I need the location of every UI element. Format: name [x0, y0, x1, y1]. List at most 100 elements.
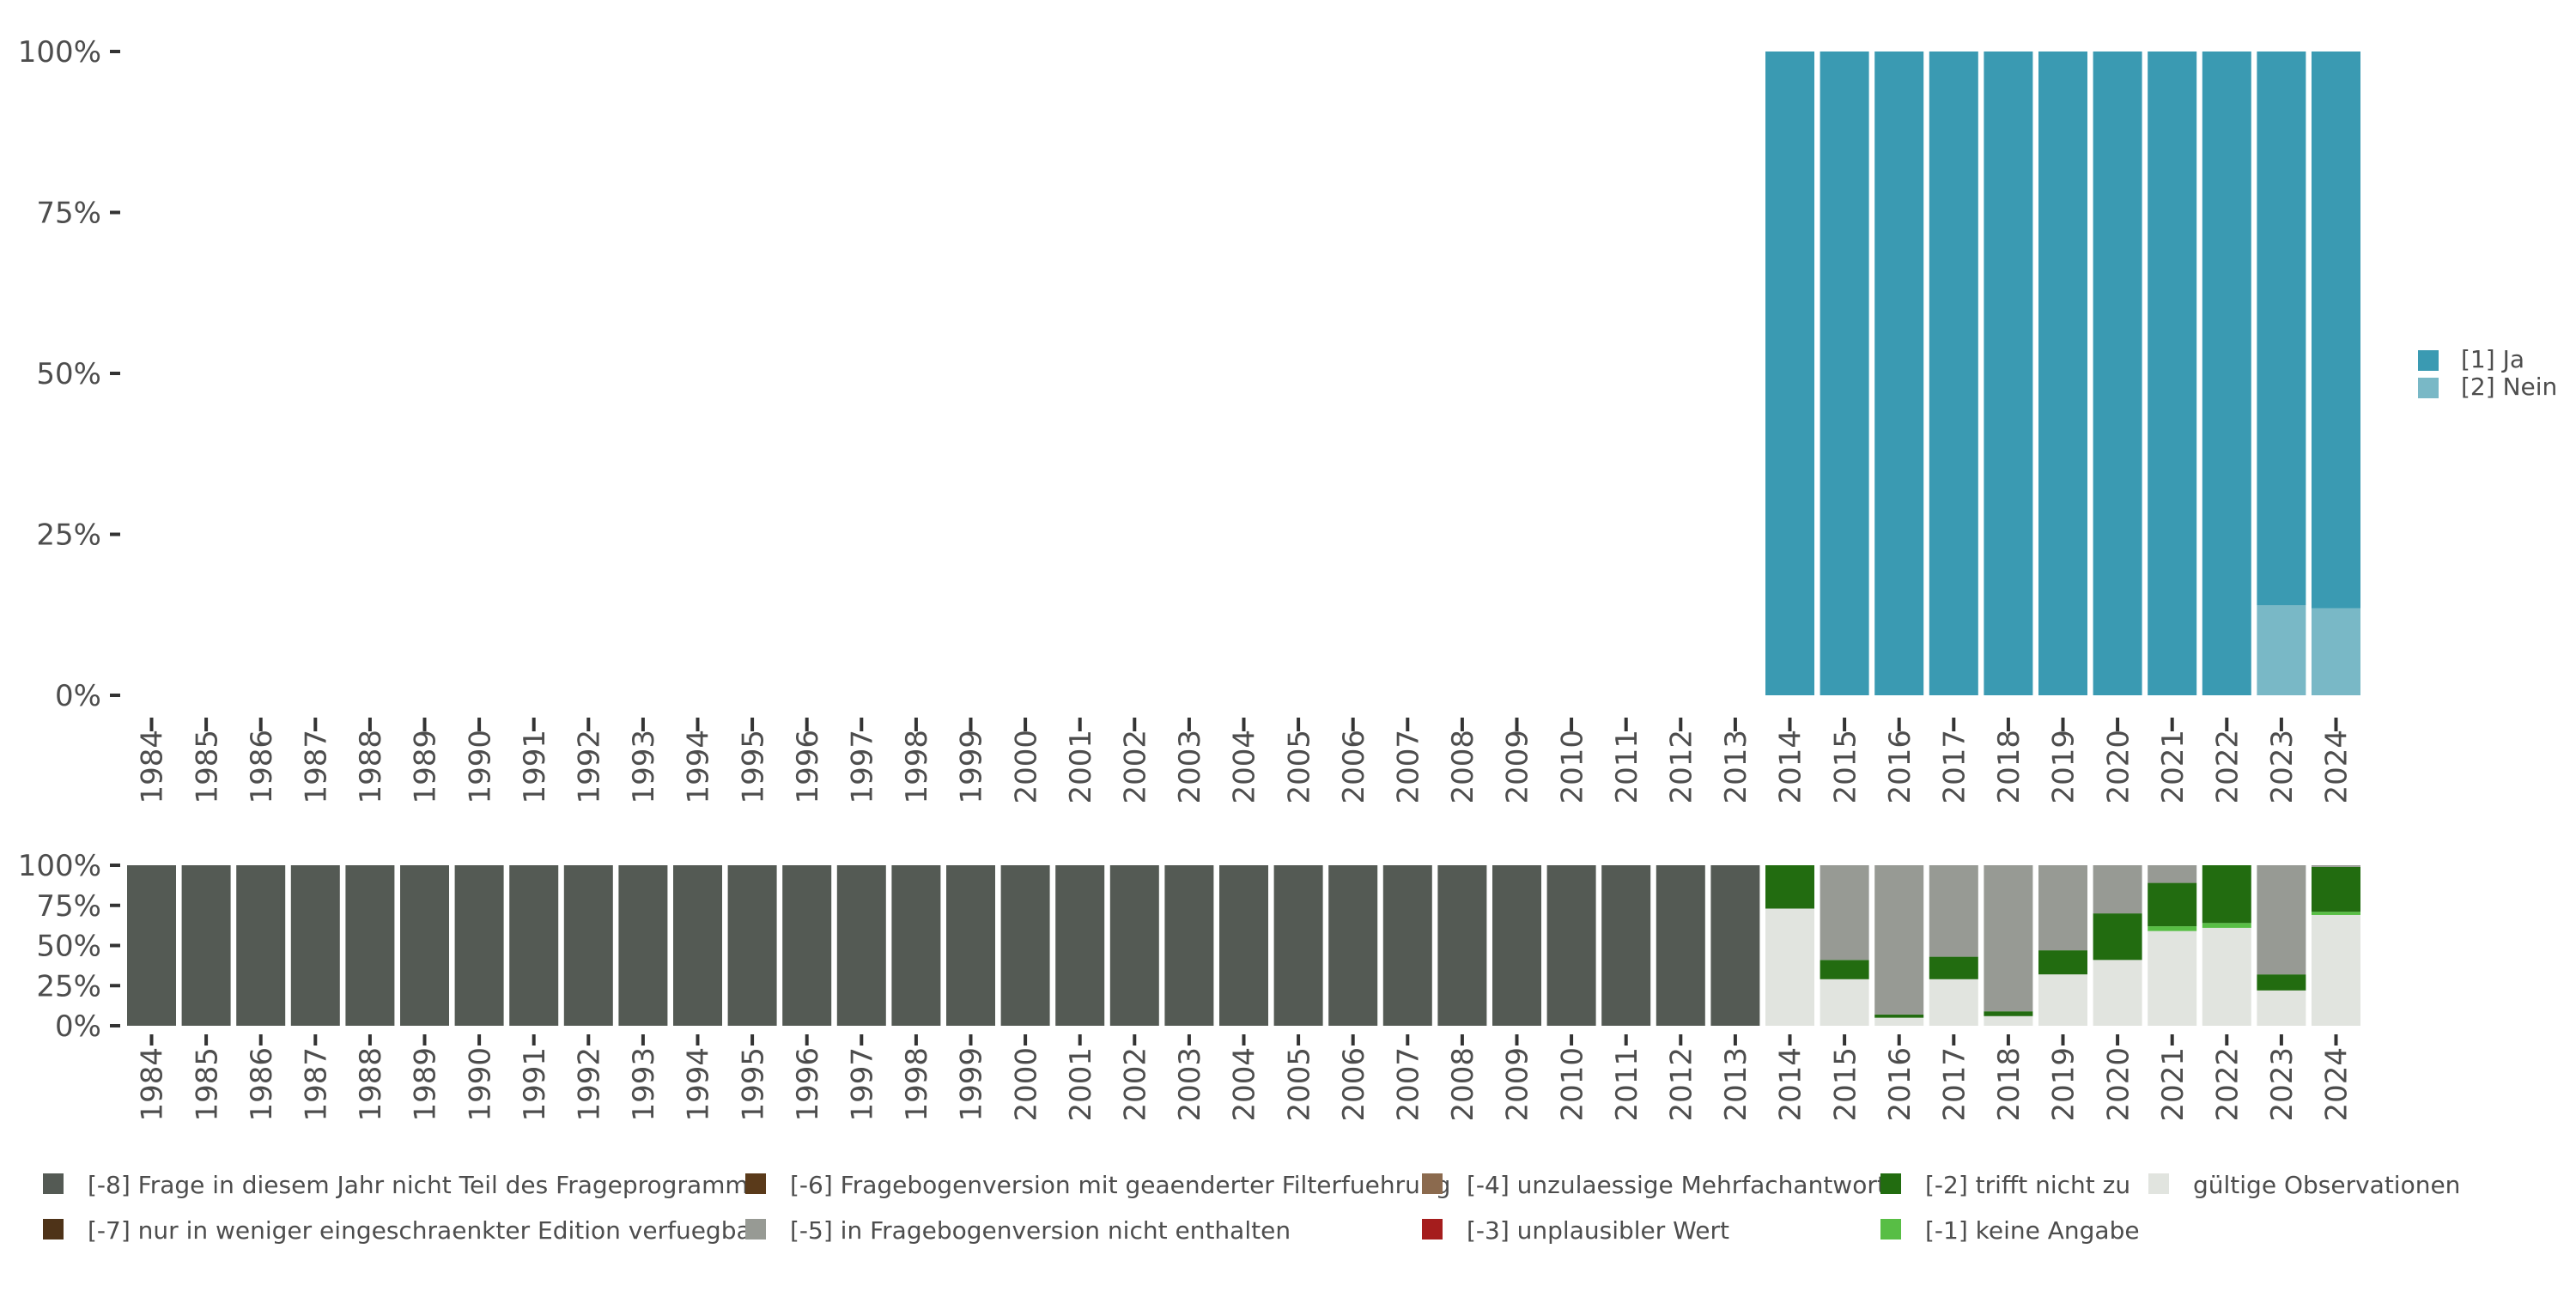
- bar-segment: [2257, 990, 2306, 1026]
- x-tick-label: 2015: [1828, 1047, 1862, 1122]
- y-tick-label: 50%: [36, 357, 101, 391]
- legend-label: [-4] unzulaessige Mehrfachantwort: [1467, 1171, 1886, 1199]
- bar-segment: [2257, 605, 2306, 695]
- x-tick-label: 2006: [1337, 730, 1371, 804]
- x-tick-label: 2007: [1392, 730, 1426, 804]
- bar-segment: [2148, 882, 2197, 927]
- bar-segment: [509, 865, 559, 1026]
- x-tick-label: 1984: [136, 730, 170, 804]
- x-tick-label: 2020: [2101, 730, 2136, 804]
- x-tick-label: 2004: [1228, 730, 1262, 804]
- x-tick-label: 1997: [846, 730, 880, 804]
- legend-swatch: [43, 1173, 64, 1194]
- x-tick-label: 2005: [1282, 730, 1316, 804]
- x-tick-label: 2021: [2156, 730, 2190, 804]
- bar-segment: [1437, 865, 1487, 1026]
- x-tick-label: 1991: [518, 1047, 552, 1122]
- bar-segment: [1984, 1015, 2033, 1026]
- x-tick-label: 2000: [1009, 1047, 1043, 1122]
- bar-segment: [2038, 52, 2087, 695]
- legend-swatch: [1880, 1219, 1901, 1239]
- x-tick-label: 1995: [736, 1047, 770, 1122]
- bar-segment: [1765, 865, 1814, 909]
- legend-label: [-2] trifft nicht zu: [1925, 1171, 2130, 1199]
- legend-swatch: [1422, 1173, 1443, 1194]
- x-tick-label: 2009: [1501, 1047, 1535, 1122]
- bar-segment: [673, 865, 722, 1026]
- bottom-panel: 0% 25% 50% 75% 100% 1984 1985 1986 1987 1988 1989 1…: [18, 849, 2360, 1122]
- y-tick-label: 100%: [18, 849, 101, 883]
- legend-swatch: [1880, 1173, 1901, 1194]
- x-tick-label: 1993: [627, 730, 661, 804]
- bar-segment: [2257, 865, 2306, 975]
- x-tick-label: 1996: [791, 1047, 825, 1122]
- x-tick-label: 2016: [1883, 730, 1917, 804]
- bar-segment: [891, 865, 941, 1026]
- y-tick-label: 100%: [18, 35, 101, 70]
- bar-segment: [1874, 1017, 1924, 1026]
- x-tick-label: 2018: [1992, 730, 2026, 804]
- bar-segment: [1492, 865, 1541, 1026]
- x-tick-label: 2020: [2101, 1047, 2136, 1122]
- y-tick-label: 25%: [36, 969, 101, 1003]
- legend-label: [-6] Fragebogenversion mit geaenderter F…: [790, 1171, 1450, 1199]
- bar-segment: [782, 865, 832, 1026]
- x-tick-label: 1997: [846, 1047, 880, 1122]
- x-tick-label: 2003: [1173, 1047, 1207, 1122]
- x-tick-label: 2004: [1228, 1047, 1262, 1122]
- x-tick-label: 1998: [900, 730, 934, 804]
- bar-segment: [1820, 865, 1869, 961]
- x-tick-label: 2008: [1446, 1047, 1480, 1122]
- bar-segment: [127, 865, 176, 1026]
- bar-segment: [2038, 974, 2087, 1026]
- legend-swatch: [745, 1219, 766, 1239]
- x-tick-label: 2007: [1392, 1047, 1426, 1122]
- x-tick-label: 2010: [1555, 1047, 1589, 1122]
- bar-segment: [1874, 865, 1924, 1015]
- y-tick-label: 0%: [55, 1009, 101, 1044]
- x-tick-label: 2001: [1064, 1047, 1098, 1122]
- bar-segment: [1055, 865, 1105, 1026]
- x-tick-label: 1990: [463, 1047, 497, 1122]
- bar-segment: [836, 865, 886, 1026]
- x-tick-label: 1987: [300, 1047, 334, 1122]
- bar-segment: [1765, 52, 1814, 695]
- bar-segment: [2093, 52, 2142, 695]
- x-tick-label: 2000: [1009, 730, 1043, 804]
- x-tick-label: 2002: [1119, 1047, 1153, 1122]
- bar-segment: [2312, 52, 2360, 609]
- bar-segment: [1765, 908, 1814, 1026]
- x-tick-label: 2024: [2320, 1047, 2354, 1122]
- y-tick-label: 75%: [36, 889, 101, 924]
- x-tick-label: 2013: [1719, 1047, 1753, 1122]
- bar-segment: [1546, 865, 1596, 1026]
- bar-segment: [1109, 865, 1159, 1026]
- bar-segment: [1820, 979, 1869, 1026]
- bar-segment: [1929, 956, 1978, 979]
- bar-segment: [2312, 914, 2360, 1026]
- x-tick-label: 1998: [900, 1047, 934, 1122]
- bar-segment: [1929, 52, 1978, 695]
- legend-swatch: [1422, 1219, 1443, 1239]
- bar-segment: [345, 865, 395, 1026]
- bar-segment: [727, 865, 777, 1026]
- y-tick-label: 75%: [36, 197, 101, 231]
- x-tick-label: 1985: [190, 730, 224, 804]
- bar-segment: [2148, 52, 2197, 695]
- bar-segment: [1874, 52, 1924, 695]
- legend-swatch: [43, 1219, 64, 1239]
- legend-label: [-7] nur in weniger eingeschraenkter Edi…: [88, 1216, 762, 1245]
- legend-swatch: [2148, 1173, 2169, 1194]
- x-tick-label: 2023: [2265, 1047, 2300, 1122]
- bar-segment: [2038, 950, 2087, 975]
- x-tick-label: 2015: [1828, 730, 1862, 804]
- x-tick-label: 2017: [1938, 730, 1972, 804]
- x-tick-label: 2001: [1064, 730, 1098, 804]
- x-tick-label: 1986: [245, 730, 279, 804]
- y-tick-label: 25%: [36, 518, 101, 553]
- bar-segment: [1601, 865, 1651, 1026]
- bar-segment: [2257, 52, 2306, 605]
- bar-segment: [2148, 865, 2197, 883]
- x-tick-label: 2022: [2211, 730, 2245, 804]
